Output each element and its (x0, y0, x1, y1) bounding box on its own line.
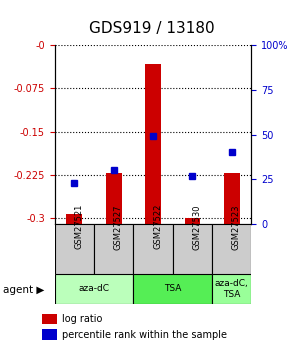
Bar (66, 214, 82, 224)
Text: log ratio: log ratio (62, 314, 102, 324)
Bar (224, 173, 240, 224)
Text: aza-dC: aza-dC (78, 284, 109, 294)
Text: TSA: TSA (164, 284, 181, 294)
Text: GSM27522: GSM27522 (153, 204, 162, 249)
Bar (42, 314, 57, 324)
FancyBboxPatch shape (212, 274, 251, 304)
Bar (106, 173, 122, 224)
FancyBboxPatch shape (133, 224, 173, 274)
FancyBboxPatch shape (55, 224, 94, 274)
FancyBboxPatch shape (55, 274, 133, 304)
Text: aza-dC,
TSA: aza-dC, TSA (215, 279, 249, 299)
Text: GSM27521: GSM27521 (74, 204, 83, 249)
Text: GSM27527: GSM27527 (114, 204, 123, 249)
Text: GSM27530: GSM27530 (192, 204, 201, 249)
Bar (145, 64, 161, 224)
Text: percentile rank within the sample: percentile rank within the sample (62, 330, 227, 340)
Text: GSM27523: GSM27523 (232, 204, 241, 249)
FancyBboxPatch shape (94, 224, 133, 274)
Bar (185, 218, 200, 224)
Text: agent ▶: agent ▶ (3, 286, 45, 295)
Text: GDS919 / 13180: GDS919 / 13180 (89, 21, 214, 36)
FancyBboxPatch shape (173, 224, 212, 274)
Bar (42, 329, 57, 340)
FancyBboxPatch shape (212, 224, 251, 274)
FancyBboxPatch shape (133, 274, 212, 304)
